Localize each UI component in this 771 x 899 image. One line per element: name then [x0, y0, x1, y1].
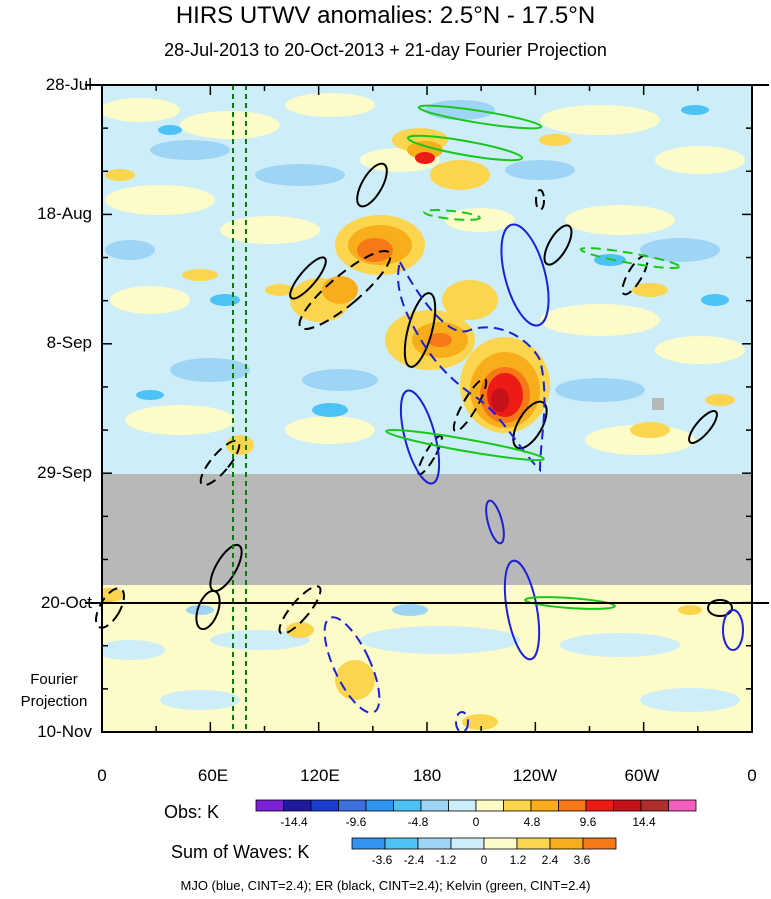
- waves-colorbar-tick: -1.2: [435, 853, 457, 867]
- colorbar-swatch: [450, 837, 485, 850]
- x-tick-label: 120E: [300, 766, 340, 785]
- y-tick-label: 28-Jul: [45, 75, 92, 94]
- x-tick-label: 180: [412, 766, 442, 785]
- contour-overlays: [95, 85, 744, 733]
- colorbar-swatch: [384, 837, 419, 850]
- obs-colorbar-tick: -4.8: [407, 815, 429, 829]
- y-tick-label: 10-Nov: [37, 722, 92, 741]
- obs-colorbar-tick: 0: [472, 815, 480, 829]
- y-tick-label: 8-Sep: [46, 333, 92, 352]
- colorbar-swatch: [475, 799, 504, 812]
- colorbar-swatch: [668, 799, 697, 812]
- missing-data-band: [102, 474, 752, 585]
- x-tick-label: 0: [97, 766, 107, 785]
- x-tick-label: 0: [747, 766, 757, 785]
- waves-colorbar-title: Sum of Waves: K: [171, 842, 310, 862]
- colorbar-swatch: [516, 837, 551, 850]
- obs-anomaly-field: [102, 93, 745, 455]
- obs-colorbar-tick: 9.6: [579, 815, 597, 829]
- obs-colorbar: [255, 799, 697, 812]
- colorbar-swatch: [420, 799, 449, 812]
- chart-subtitle: 28-Jul-2013 to 20-Oct-2013 + 21-day Four…: [164, 40, 607, 60]
- waves-colorbar-tick: 1.2: [509, 853, 527, 867]
- colorbar-swatch: [483, 837, 518, 850]
- y-tick-label: 18-Aug: [37, 204, 92, 223]
- colorbar-swatch: [582, 837, 617, 850]
- obs-colorbar-title: Obs: K: [164, 802, 220, 822]
- waves-colorbar-tick: 3.6: [573, 853, 591, 867]
- obs-colorbar-tick: 14.4: [632, 815, 656, 829]
- y-tick-label: 29-Sep: [37, 463, 92, 482]
- colorbar-swatch: [283, 799, 312, 812]
- wave-sum-field: [102, 588, 740, 730]
- colorbar-swatch: [393, 799, 422, 812]
- obs-colorbar-tick: 4.8: [523, 815, 541, 829]
- colorbar-swatch: [640, 799, 669, 812]
- colorbar-swatch: [365, 799, 394, 812]
- obs-colorbar-tick: -14.4: [280, 815, 308, 829]
- colorbar-swatch: [613, 799, 642, 812]
- colorbar-swatch: [310, 799, 339, 812]
- waves-colorbar-tick: -2.4: [403, 853, 425, 867]
- colorbar-swatch: [585, 799, 614, 812]
- waves-colorbar-tick: -3.6: [371, 853, 393, 867]
- colorbar-swatch: [338, 799, 367, 812]
- colorbar-swatch: [530, 799, 559, 812]
- colorbar-swatch: [549, 837, 584, 850]
- chart-title: HIRS UTWV anomalies: 2.5°N - 17.5°N: [175, 2, 596, 29]
- axis-ticks: [101, 84, 753, 733]
- waves-colorbar: [351, 837, 617, 850]
- y-tick-label: 20-Oct: [40, 593, 92, 612]
- colorbar-swatch: [417, 837, 452, 850]
- colorbar-swatch: [255, 799, 284, 812]
- x-tick-label: 60W: [624, 766, 660, 785]
- waves-colorbar-tick: 0: [480, 853, 488, 867]
- x-tick-label: 60E: [197, 766, 229, 785]
- colorbar-swatch: [448, 799, 477, 812]
- waves-colorbar-tick: 2.4: [541, 853, 559, 867]
- fourier-label-line2: Projection: [20, 693, 88, 710]
- x-tick-label: 120W: [512, 766, 558, 785]
- colorbar-swatch: [503, 799, 532, 812]
- colorbar-swatch: [351, 837, 386, 850]
- colorbar-swatch: [558, 799, 587, 812]
- contour-legend-caption: MJO (blue, CINT=2.4); ER (black, CINT=2.…: [180, 878, 591, 893]
- obs-colorbar-tick: -9.6: [345, 815, 367, 829]
- fourier-label-line1: Fourier: [30, 671, 78, 688]
